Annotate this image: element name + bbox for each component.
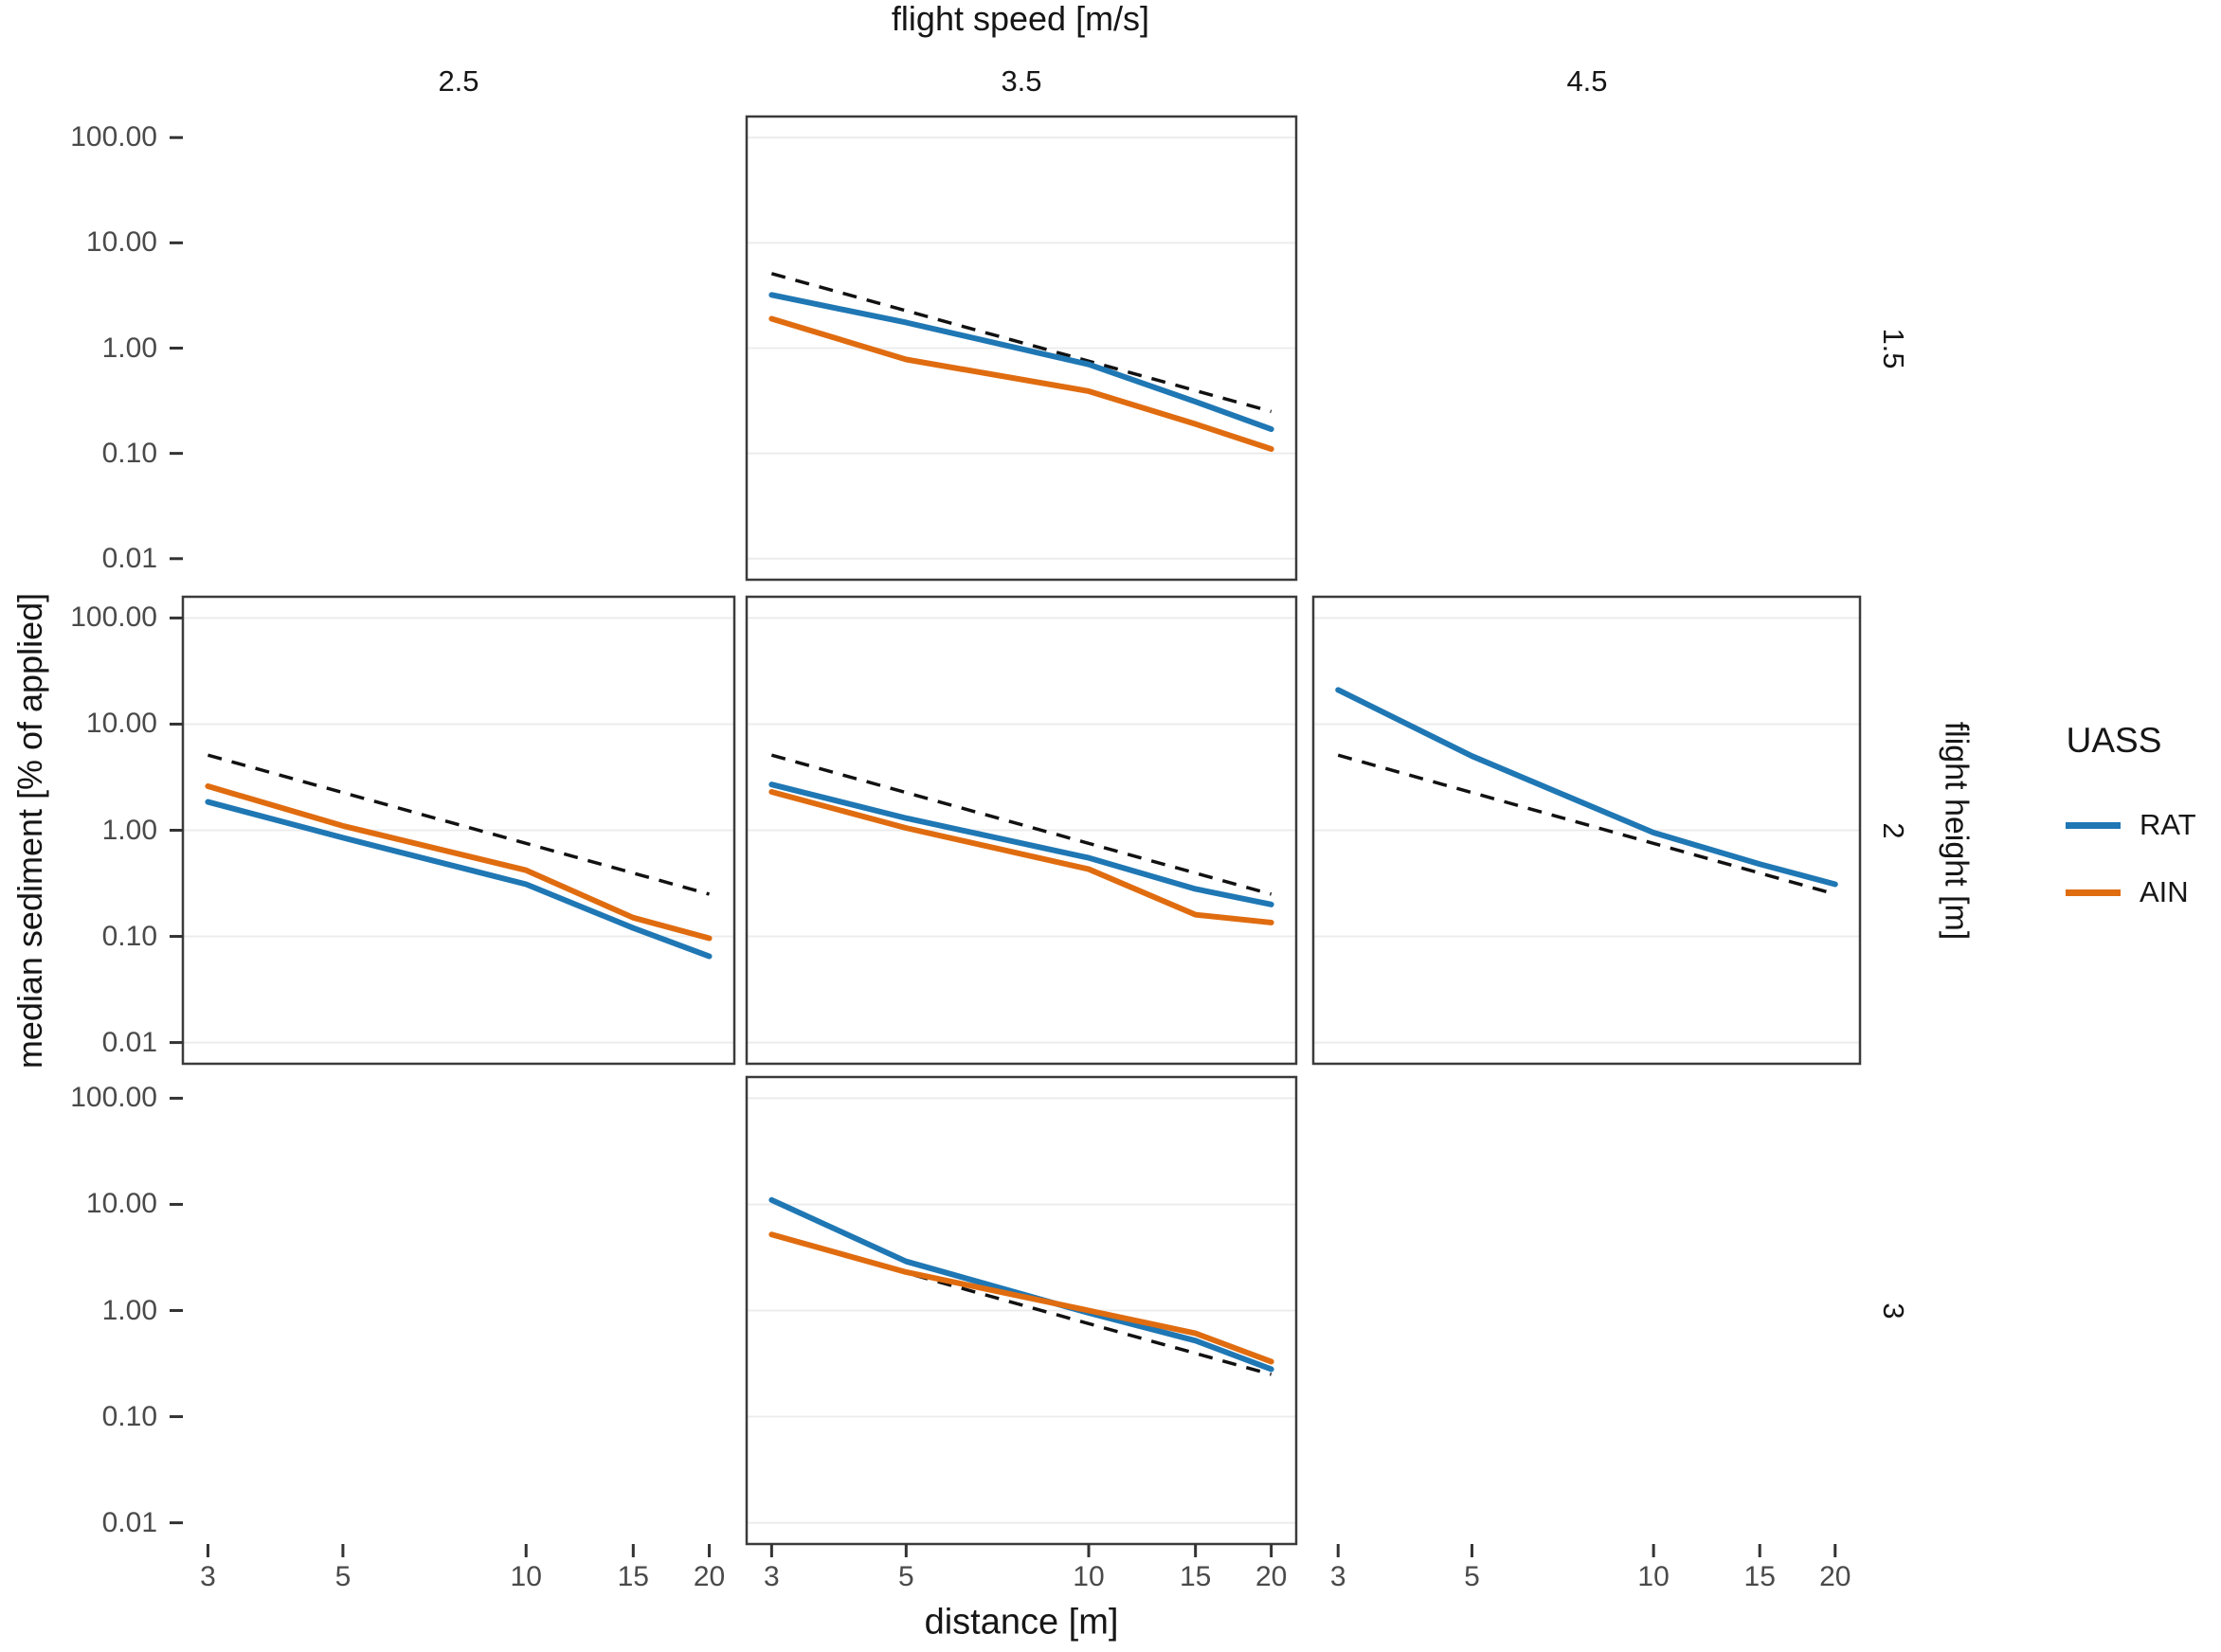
- reference-dashed-line: [770, 272, 1273, 414]
- series-line-rat: [768, 292, 1274, 433]
- y-tick-label: 0.10: [101, 437, 157, 469]
- x-tick-label: 20: [693, 1561, 726, 1592]
- y-tick-label: 0.01: [101, 1026, 157, 1058]
- y-tick-label: 10.00: [85, 1188, 157, 1220]
- x-tick-label: 20: [1255, 1561, 1288, 1592]
- legend-label-rat: RAT: [2140, 808, 2196, 841]
- facet-col-label-3.5: 3.5: [1001, 64, 1042, 98]
- y-tick-label: 1.00: [101, 814, 157, 846]
- facet-panel-h2-s2.5: [181, 595, 736, 1066]
- x-tick-label: 15: [1743, 1561, 1776, 1592]
- y-tick-label: 1.00: [101, 332, 157, 364]
- x-tick-label: 5: [334, 1561, 352, 1592]
- legend-label-ain: AIN: [2140, 875, 2189, 908]
- facet-panel-h1.5-s3.5: [745, 115, 1298, 582]
- facet-panel-h2-s4.5: [1311, 595, 1862, 1066]
- legend-key-line-rat: [2066, 822, 2121, 829]
- x-tick-label: 3: [764, 1561, 780, 1592]
- x-tick-label: 10: [1073, 1561, 1105, 1592]
- series-line-rat: [205, 799, 713, 960]
- y-tick-label: 100.00: [70, 602, 157, 634]
- x-tick-label: 3: [1329, 1561, 1346, 1592]
- y-tick-label: 100.00: [70, 121, 157, 153]
- legend-title: UASS: [2066, 721, 2162, 760]
- facet-row-label-3: 3: [1877, 1302, 1910, 1320]
- panel-border: [745, 1075, 1298, 1546]
- reference-dashed-line: [207, 753, 711, 896]
- facet-col-label-4.5: 4.5: [1566, 64, 1608, 98]
- top-facet-title: flight speed [m/s]: [891, 0, 1150, 38]
- series-line-ain: [768, 315, 1274, 453]
- y-tick-label: 0.01: [101, 542, 157, 574]
- x-tick-label: 15: [1179, 1561, 1212, 1592]
- y-tick-label: 0.10: [101, 920, 157, 952]
- facet-panel-h2-s3.5: [745, 595, 1298, 1066]
- panel-border: [1311, 595, 1862, 1066]
- facet-row-label-1.5: 1.5: [1877, 328, 1910, 369]
- x-tick-label: 10: [510, 1561, 542, 1592]
- panel-border: [745, 115, 1298, 582]
- x-tick-label: 5: [897, 1561, 914, 1592]
- series-line-rat: [768, 781, 1274, 907]
- y-tick-label: 0.01: [101, 1506, 157, 1538]
- y-tick-label: 10.00: [85, 226, 157, 259]
- x-tick-label: 10: [1637, 1561, 1670, 1592]
- x-axis-title: distance [m]: [924, 1602, 1119, 1643]
- right-facet-title: flight height [m]: [1938, 721, 1975, 941]
- x-tick-label: 5: [1464, 1561, 1480, 1592]
- series-line-ain: [768, 788, 1274, 925]
- facet-panel-h3-s3.5: [745, 1075, 1298, 1546]
- y-tick-label: 10.00: [85, 708, 157, 740]
- series-line-rat: [1335, 687, 1838, 888]
- reference-dashed-line: [1337, 753, 1836, 896]
- facet-col-label-2.5: 2.5: [438, 64, 479, 98]
- x-tick-label: 20: [1819, 1561, 1851, 1592]
- y-tick-label: 1.00: [101, 1294, 157, 1326]
- reference-dashed-line: [770, 753, 1273, 896]
- x-tick-label: 3: [200, 1561, 216, 1592]
- panel-border: [745, 595, 1298, 1066]
- y-tick-label: 0.10: [101, 1400, 157, 1432]
- x-tick-label: 15: [617, 1561, 649, 1592]
- series-line-ain: [205, 783, 713, 942]
- legend-key-line-ain: [2066, 889, 2121, 896]
- y-tick-label: 100.00: [70, 1082, 157, 1114]
- facet-row-label-2: 2: [1877, 822, 1910, 839]
- series-line-ain: [768, 1231, 1274, 1365]
